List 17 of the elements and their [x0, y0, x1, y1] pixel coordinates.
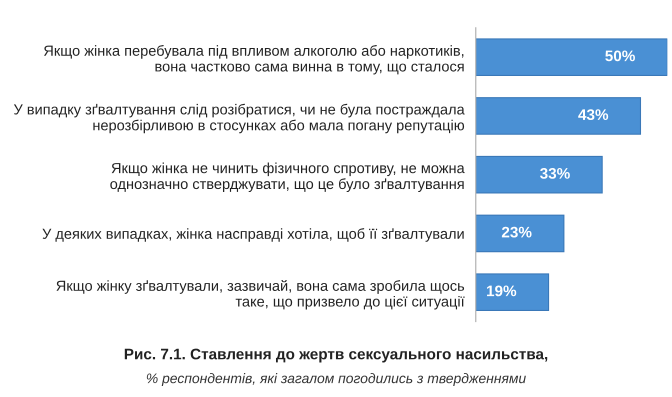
data-label: 23%	[502, 226, 532, 238]
data-label: 33%	[540, 168, 570, 179]
bar	[476, 38, 668, 76]
y-tick-label: Якщо жінка перебувала під впливом алкоголю або наркотиків, вона частково сама винна в тому, що сталося	[44, 45, 464, 74]
bar	[476, 214, 564, 252]
text: % респондентів, які загалом погодились з твердженнями	[146, 373, 526, 386]
data-label: 50%	[605, 50, 635, 62]
data-label: 43%	[578, 109, 608, 120]
data-label: 19%	[487, 285, 516, 296]
y-tick-label: У випадку зґвалтування слід розібратися, чи не була постраждала нерозбірливою в стосунках або мала погану репутацію	[14, 104, 465, 134]
y-tick-label: Якщо жінка не чинить фізичного спротиву, не можна однозначно стверджувати, що це було зґвалтування	[110, 162, 465, 192]
text: Рис. 7.1. Ставлення до жертв сексуального насильства,	[124, 348, 548, 362]
bar	[476, 273, 550, 311]
bar	[476, 97, 642, 135]
bar	[476, 156, 603, 194]
y-tick-label: Якщо жінку зґвалтували, зазвичай, вона сама зробила щось таке, що призвело до цієї ситуації	[56, 280, 465, 310]
y-tick-label: У деяких випадках, жінка насправді хотіла, щоб її зґвалтували	[42, 228, 464, 242]
